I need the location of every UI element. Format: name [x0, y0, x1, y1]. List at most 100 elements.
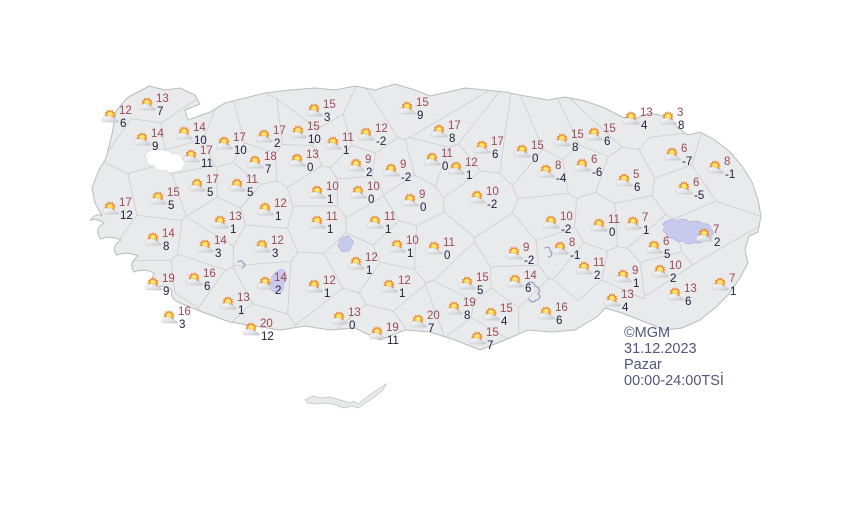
svg-text:11: 11 [593, 257, 605, 269]
svg-text:10: 10 [234, 145, 247, 157]
svg-text:0: 0 [532, 153, 538, 165]
svg-text:15: 15 [500, 303, 513, 315]
svg-text:6: 6 [681, 143, 687, 155]
svg-text:5: 5 [633, 169, 639, 181]
svg-text:11: 11 [441, 148, 453, 160]
svg-text:0: 0 [609, 227, 615, 239]
svg-text:8: 8 [449, 133, 455, 145]
svg-text:5: 5 [168, 200, 174, 212]
svg-text:14: 14 [274, 272, 287, 284]
svg-text:2: 2 [670, 273, 676, 285]
svg-text:0: 0 [307, 162, 313, 174]
svg-text:13: 13 [229, 211, 242, 223]
svg-text:-2: -2 [376, 136, 386, 148]
svg-text:17: 17 [119, 197, 132, 209]
svg-text:10: 10 [486, 186, 499, 198]
svg-text:5: 5 [207, 187, 213, 199]
svg-text:11: 11 [443, 237, 455, 249]
svg-text:13: 13 [640, 107, 653, 119]
svg-text:-2: -2 [487, 199, 497, 211]
svg-text:7: 7 [157, 106, 163, 118]
svg-text:7: 7 [713, 224, 719, 236]
svg-text:3: 3 [677, 107, 683, 119]
svg-text:15: 15 [603, 123, 616, 135]
svg-text:3: 3 [324, 112, 330, 124]
svg-text:10: 10 [669, 260, 682, 272]
svg-text:0: 0 [420, 202, 426, 214]
svg-text:1: 1 [343, 145, 349, 157]
svg-text:16: 16 [178, 306, 191, 318]
svg-text:3: 3 [272, 248, 278, 260]
svg-text:15: 15 [571, 129, 584, 141]
svg-text:9: 9 [400, 159, 406, 171]
svg-text:Pazar: Pazar [624, 357, 662, 373]
svg-text:0: 0 [368, 194, 374, 206]
svg-text:-4: -4 [556, 173, 567, 185]
svg-text:6: 6 [634, 182, 640, 194]
svg-text:11: 11 [384, 211, 396, 223]
svg-text:7: 7 [428, 323, 434, 335]
svg-text:7: 7 [642, 212, 648, 224]
svg-text:13: 13 [348, 307, 361, 319]
svg-text:17: 17 [233, 132, 246, 144]
svg-text:19: 19 [162, 273, 175, 285]
svg-text:6: 6 [663, 236, 669, 248]
svg-text:2: 2 [366, 167, 372, 179]
svg-text:11: 11 [342, 132, 354, 144]
svg-text:11: 11 [246, 174, 258, 186]
svg-text:6: 6 [204, 281, 210, 293]
svg-text:12: 12 [375, 123, 388, 135]
svg-text:8: 8 [724, 156, 730, 168]
svg-text:6: 6 [525, 283, 531, 295]
svg-text:7: 7 [729, 273, 735, 285]
svg-text:9: 9 [419, 189, 425, 201]
svg-text:1: 1 [385, 224, 391, 236]
svg-text:1: 1 [324, 288, 330, 300]
svg-text:6: 6 [591, 154, 597, 166]
svg-text:11: 11 [326, 211, 338, 223]
svg-text:0: 0 [444, 250, 450, 262]
svg-text:8: 8 [678, 120, 684, 132]
svg-text:1: 1 [730, 286, 736, 298]
svg-text:17: 17 [200, 145, 213, 157]
svg-text:14: 14 [214, 235, 227, 247]
svg-text:7: 7 [487, 340, 493, 352]
svg-text:11: 11 [201, 158, 213, 170]
svg-text:1: 1 [366, 265, 372, 277]
svg-text:3: 3 [215, 248, 221, 260]
svg-text:0: 0 [442, 161, 448, 173]
svg-text:8: 8 [555, 160, 561, 172]
svg-text:12: 12 [271, 235, 284, 247]
svg-text:17: 17 [273, 125, 286, 137]
svg-text:8: 8 [572, 142, 578, 154]
svg-text:9: 9 [152, 141, 158, 153]
svg-text:-1: -1 [570, 250, 580, 262]
svg-text:9: 9 [163, 286, 169, 298]
svg-text:19: 19 [386, 322, 399, 334]
svg-text:-2: -2 [561, 224, 571, 236]
svg-text:17: 17 [448, 120, 461, 132]
svg-text:-7: -7 [682, 156, 692, 168]
svg-text:10: 10 [406, 235, 419, 247]
svg-text:5: 5 [247, 187, 253, 199]
svg-text:2: 2 [594, 270, 600, 282]
svg-text:14: 14 [193, 122, 206, 134]
svg-text:11: 11 [608, 214, 620, 226]
svg-text:14: 14 [162, 228, 175, 240]
svg-text:10: 10 [326, 181, 339, 193]
svg-text:1: 1 [275, 211, 281, 223]
svg-text:17: 17 [206, 174, 219, 186]
svg-text:3: 3 [179, 319, 185, 331]
svg-text:6: 6 [604, 136, 610, 148]
svg-text:©MGM: ©MGM [624, 325, 670, 341]
svg-text:9: 9 [632, 265, 638, 277]
svg-text:8: 8 [569, 237, 575, 249]
svg-text:9: 9 [523, 242, 529, 254]
svg-text:0: 0 [349, 320, 355, 332]
svg-text:10: 10 [308, 134, 321, 146]
svg-text:15: 15 [307, 121, 320, 133]
svg-text:7: 7 [265, 164, 271, 176]
svg-text:20: 20 [260, 318, 273, 330]
svg-text:10: 10 [560, 211, 573, 223]
svg-text:5: 5 [477, 285, 483, 297]
